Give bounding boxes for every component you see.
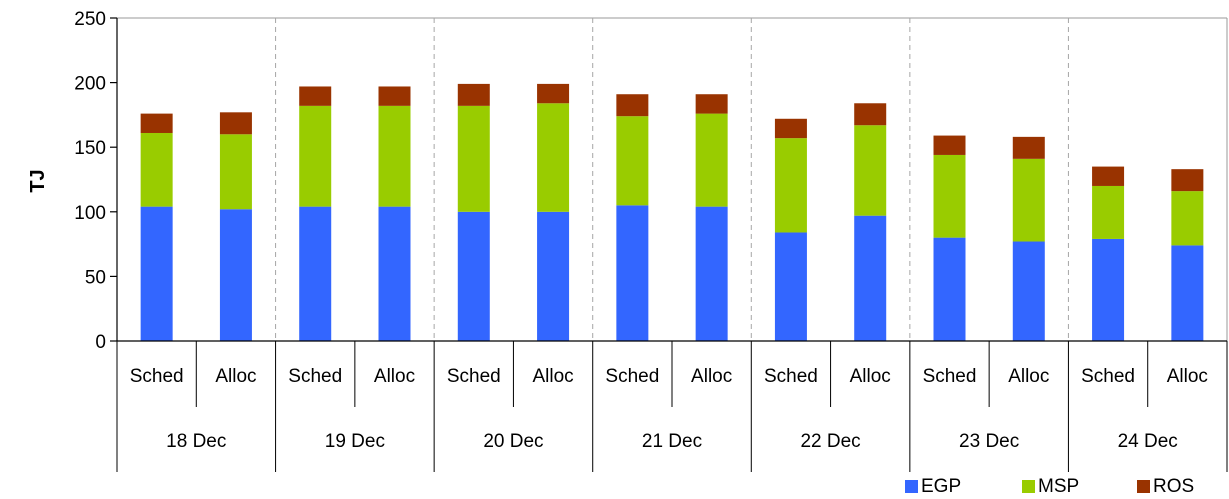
bar-egp [695,206,728,341]
legend-label-msp: MSP [1038,476,1079,497]
y-tick-label: 150 [74,138,106,159]
bar-msp [219,134,252,210]
legend: EGP MSP ROS [905,476,1194,497]
x-category-label: Sched [1081,366,1135,387]
legend-swatch-msp [1022,480,1035,493]
bar-egp [537,211,570,341]
bar-egp [774,232,807,341]
bar-msp [695,113,728,207]
legend-label-ros: ROS [1153,476,1194,497]
bar-egp [299,206,332,341]
x-category-label: Sched [764,366,818,387]
plot-area [117,17,1228,341]
bar-egp [378,206,411,341]
bar-ros [1012,136,1045,159]
bar-msp [933,154,966,238]
x-group-label: 24 Dec [1118,431,1178,452]
bar-ros [457,83,490,106]
x-group-label: 22 Dec [800,431,860,452]
bar-msp [1171,191,1204,246]
bar-ros [299,86,332,106]
y-tick-label: 200 [74,74,106,95]
x-category-label: Alloc [215,366,256,387]
legend-swatch-ros [1137,480,1150,493]
bar-msp [854,125,887,216]
bar-egp [854,215,887,341]
x-group-label: 23 Dec [959,431,1019,452]
y-tick-label: 100 [74,203,106,224]
bar-msp [1012,158,1045,242]
bar-ros [933,135,966,155]
y-tick-label: 0 [95,332,106,353]
bar-ros [378,86,411,106]
x-category-label: Alloc [1008,366,1049,387]
bar-ros [616,94,649,117]
bar-ros [774,118,807,139]
y-tick-label: 250 [74,9,106,30]
x-group-label: 21 Dec [642,431,702,452]
bar-egp [1171,245,1204,341]
bars [140,83,1204,341]
bar-ros [537,83,570,104]
bar-egp [457,211,490,341]
x-group-label: 20 Dec [483,431,543,452]
x-category-label: Sched [130,366,184,387]
bar-msp [1092,185,1125,239]
legend-label-egp: EGP [921,476,961,497]
bar-egp [933,237,966,341]
x-category-label: Alloc [850,366,891,387]
bar-egp [219,209,252,341]
x-group-label: 19 Dec [325,431,385,452]
bar-egp [1092,238,1125,341]
bar-msp [299,105,332,207]
x-category-label: Alloc [532,366,573,387]
bar-msp [616,116,649,206]
bar-msp [457,105,490,212]
x-category-label: Alloc [1167,366,1208,387]
y-tick-label: 50 [85,267,106,288]
x-axis: Sched Alloc Sched Alloc Sched Alloc Sched Alloc… [116,340,1228,472]
x-category-label: Alloc [691,366,732,387]
x-category-label: Sched [288,366,342,387]
y-axis-label: TJ [27,169,49,192]
bar-ros [219,112,252,135]
y-axis: 0 50 100 150 200 250 [74,9,118,353]
bar-egp [1012,241,1045,341]
bar-ros [695,94,728,114]
bar-ros [854,103,887,126]
x-category-label: Alloc [374,366,415,387]
bar-msp [774,138,807,233]
x-group-label: 18 Dec [166,431,226,452]
x-category-label: Sched [923,366,977,387]
x-category-label: Sched [605,366,659,387]
bar-msp [140,132,173,207]
bar-egp [616,205,649,341]
bar-ros [1171,169,1204,192]
x-category-label: Sched [447,366,501,387]
bar-msp [537,103,570,212]
bar-msp [378,105,411,207]
bar-ros [140,113,173,133]
bar-egp [140,206,173,341]
legend-swatch-egp [905,480,918,493]
bar-ros [1092,166,1125,186]
